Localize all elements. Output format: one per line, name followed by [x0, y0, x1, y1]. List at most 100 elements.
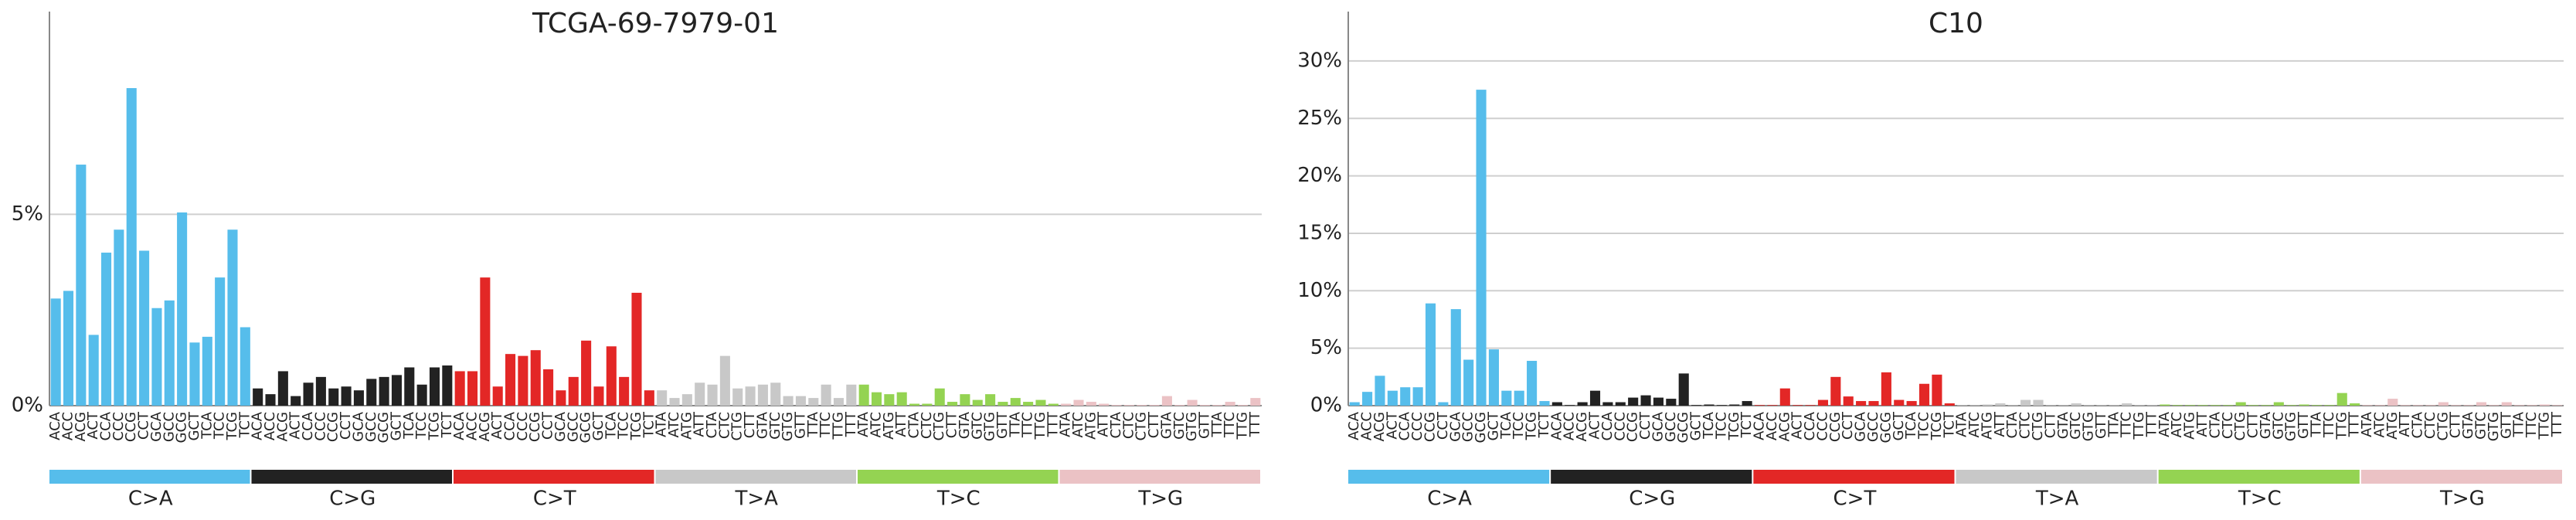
group-label: C>T: [533, 488, 576, 511]
bar: [1199, 405, 1210, 406]
x-tick-label: GTT: [792, 411, 808, 439]
group-label: C>A: [128, 488, 173, 511]
group-band: [1059, 470, 1260, 484]
x-tick-label: ACC: [60, 412, 76, 440]
x-tick-label: GTC: [1171, 412, 1188, 440]
x-tick-label: TCG: [1929, 412, 1945, 440]
y-tick-label: 20%: [1297, 164, 1342, 187]
bar: [1932, 374, 1942, 406]
bar: [568, 376, 579, 406]
bar: [2552, 405, 2563, 406]
bar: [556, 390, 566, 406]
x-tick-label: GCT: [1891, 411, 1907, 441]
bar: [2235, 402, 2246, 406]
x-tick-label: GTA: [2460, 411, 2476, 439]
bar: [88, 335, 99, 406]
y-tick-label: 15%: [1297, 221, 1342, 244]
x-tick-label: TCG: [1726, 412, 1742, 440]
bar: [2438, 402, 2449, 406]
x-tick-label: CCC: [515, 412, 531, 441]
group-label: C>T: [1833, 488, 1877, 511]
x-tick-label: ATT: [1992, 411, 2008, 437]
bar: [1149, 405, 1160, 406]
group-band: [2360, 470, 2562, 484]
bar: [240, 327, 250, 406]
x-tick-label: TTG: [1032, 412, 1048, 440]
x-tick-label: ACT: [85, 411, 101, 440]
bar: [1023, 402, 1034, 406]
x-tick-label: TTG: [2536, 412, 2552, 440]
x-tick-label: CCC: [1814, 412, 1830, 441]
x-tick-label: GCT: [1688, 411, 1704, 441]
x-tick-label: ATA: [855, 411, 872, 437]
x-tick-label: GCC: [1865, 412, 1881, 442]
x-tick-label: CTG: [729, 412, 746, 441]
bar: [303, 382, 314, 406]
bar: [2210, 405, 2221, 406]
x-tick-label: TCC: [1916, 412, 1932, 440]
x-tick-label: GTT: [994, 411, 1011, 439]
x-tick-label: CCA: [1397, 411, 1413, 440]
bar: [404, 367, 415, 406]
bar: [2134, 405, 2145, 406]
bar: [429, 367, 440, 406]
x-tick-label: ACA: [1346, 411, 1362, 440]
bar: [2033, 399, 2044, 406]
bar: [215, 277, 226, 406]
bar: [581, 340, 592, 406]
x-tick-label: CTC: [2422, 412, 2438, 439]
x-tick-label: TTT: [1045, 411, 1061, 437]
bar: [1691, 405, 1702, 406]
bar: [1830, 376, 1841, 406]
x-tick-label: CTG: [2030, 412, 2046, 441]
x-tick-label: TTC: [1020, 412, 1036, 438]
x-tick-label: TCA: [401, 411, 417, 440]
x-tick-label: GTC: [2472, 412, 2489, 440]
x-tick-label: GCT: [1485, 411, 1501, 441]
x-tick-label: CCG: [527, 412, 543, 442]
bar: [909, 403, 920, 406]
bar: [2146, 405, 2158, 406]
x-tick-label: CTT: [2245, 411, 2262, 438]
x-tick-label: ATA: [1058, 411, 1074, 437]
bar: [265, 394, 276, 406]
x-tick-label: CCA: [98, 411, 114, 440]
bar: [821, 384, 831, 406]
x-tick-label: ACT: [1789, 411, 1806, 440]
x-tick-label: CTA: [2207, 411, 2223, 438]
x-tick-label: GCT: [186, 411, 202, 441]
x-tick-label: ATG: [1979, 412, 1995, 440]
x-tick-label: CTC: [2220, 412, 2236, 439]
bar: [1450, 309, 1461, 406]
group-band: [655, 470, 856, 484]
bar: [695, 382, 705, 406]
x-tick-label: GCC: [161, 412, 177, 442]
bar: [2261, 405, 2272, 406]
x-tick-label: GCT: [388, 411, 404, 441]
x-tick-label: ATG: [881, 412, 897, 440]
bar: [719, 355, 730, 406]
x-tick-label: ACC: [1562, 412, 1578, 440]
bar: [2223, 405, 2234, 406]
bar: [315, 376, 326, 406]
x-tick-label: GCA: [552, 411, 569, 442]
x-tick-label: GTG: [982, 412, 998, 441]
group-label: C>G: [329, 488, 376, 511]
bar: [770, 382, 781, 406]
x-tick-label: GTG: [780, 412, 796, 441]
bar: [1250, 398, 1261, 406]
x-tick-label: CCC: [1409, 412, 1426, 441]
x-tick-label: GCC: [1460, 412, 1477, 442]
x-tick-label: ATC: [868, 412, 885, 437]
bar: [1767, 405, 1778, 406]
x-tick-label: ATG: [1082, 412, 1099, 440]
x-tick-label: CCG: [1827, 412, 1844, 442]
x-tick-label: GTC: [2270, 412, 2286, 440]
group-label: T>A: [735, 488, 779, 511]
bar: [543, 369, 554, 406]
x-tick-label: CTC: [1120, 412, 1137, 439]
bar: [593, 386, 604, 406]
bar: [328, 388, 339, 406]
x-tick-label: ATT: [692, 411, 708, 437]
bar: [1349, 402, 1360, 406]
